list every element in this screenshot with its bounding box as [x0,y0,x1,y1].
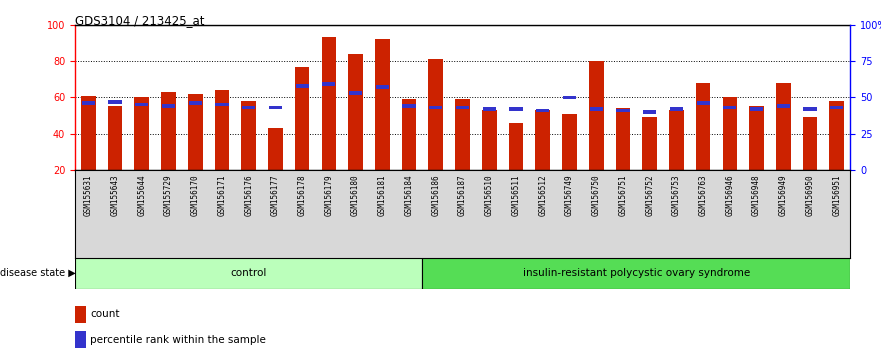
Bar [750,107,763,111]
Bar [536,110,550,170]
Bar [749,107,764,170]
Text: insulin-resistant polycystic ovary syndrome: insulin-resistant polycystic ovary syndr… [522,268,750,279]
Text: GSM156751: GSM156751 [618,174,627,216]
Bar [295,67,309,170]
Bar [75,306,86,323]
Bar [670,107,683,111]
Bar [803,107,817,111]
Text: GSM156749: GSM156749 [565,174,574,216]
Bar [509,107,522,111]
Bar [322,82,336,86]
Bar [830,106,843,109]
Text: GSM156186: GSM156186 [432,174,440,216]
Text: GSM155631: GSM155631 [84,174,93,216]
Bar [215,103,228,107]
Bar [348,54,363,170]
Text: GSM155643: GSM155643 [110,174,120,216]
Bar [455,99,470,170]
Text: GSM156170: GSM156170 [190,174,200,216]
Text: GSM155644: GSM155644 [137,174,146,216]
Text: GSM156950: GSM156950 [805,174,815,216]
Bar [107,107,122,170]
Text: GSM156510: GSM156510 [485,174,493,216]
Text: control: control [231,268,267,279]
Bar [643,110,656,114]
Bar [616,108,630,170]
Bar [669,110,684,170]
Text: GSM156948: GSM156948 [752,174,761,216]
Bar [803,117,818,170]
Bar [322,38,337,170]
Text: GSM156949: GSM156949 [779,174,788,216]
Text: GSM156181: GSM156181 [378,174,387,216]
Bar [135,103,148,107]
Bar [402,99,417,170]
Bar [722,97,737,170]
Bar [697,101,710,105]
Text: GSM156187: GSM156187 [458,174,467,216]
Bar [375,85,389,89]
Bar [589,61,603,170]
Bar [295,84,308,87]
Bar [81,96,96,170]
Bar [562,114,577,170]
Bar [777,104,790,108]
Bar [508,123,523,170]
Text: GSM156511: GSM156511 [512,174,521,216]
Bar [162,104,175,108]
Bar [429,106,442,109]
Text: GSM156184: GSM156184 [404,174,413,216]
Text: GSM156946: GSM156946 [725,174,735,216]
Text: percentile rank within the sample: percentile rank within the sample [91,335,266,345]
Bar [642,117,657,170]
Text: GSM156763: GSM156763 [699,174,707,216]
Bar [375,39,389,170]
Text: GSM156176: GSM156176 [244,174,253,216]
Bar [189,101,202,105]
Bar [215,90,229,170]
Text: disease state ▶: disease state ▶ [0,268,76,278]
Bar [537,109,550,112]
Bar [135,97,149,170]
Bar [563,96,576,99]
Text: count: count [91,309,120,319]
Text: GSM156177: GSM156177 [270,174,280,216]
Bar [241,101,256,170]
Text: GSM155729: GSM155729 [164,174,173,216]
Bar [589,107,603,111]
Bar [242,106,255,109]
Bar [349,91,362,95]
Bar [108,100,122,103]
Bar [617,109,630,112]
Text: GSM156171: GSM156171 [218,174,226,216]
Bar [696,83,710,170]
Text: GSM156752: GSM156752 [645,174,655,216]
Bar [723,106,737,109]
Bar [75,258,422,289]
Bar [428,59,443,170]
Text: GDS3104 / 213425_at: GDS3104 / 213425_at [75,14,204,27]
Bar [188,94,203,170]
Text: GSM156512: GSM156512 [538,174,547,216]
Text: GSM156178: GSM156178 [298,174,307,216]
Bar [268,128,283,170]
Text: GSM156180: GSM156180 [352,174,360,216]
Text: GSM156951: GSM156951 [833,174,841,216]
Bar [403,104,416,108]
Bar [776,83,790,170]
Bar [161,92,176,170]
Bar [455,106,470,109]
Bar [483,107,496,111]
Bar [75,331,86,348]
Bar [82,101,95,105]
Bar [422,258,850,289]
Bar [269,106,282,109]
Text: GSM156753: GSM156753 [672,174,681,216]
Bar [829,101,844,170]
Text: GSM156179: GSM156179 [324,174,333,216]
Text: GSM156750: GSM156750 [592,174,601,216]
Bar [482,110,497,170]
